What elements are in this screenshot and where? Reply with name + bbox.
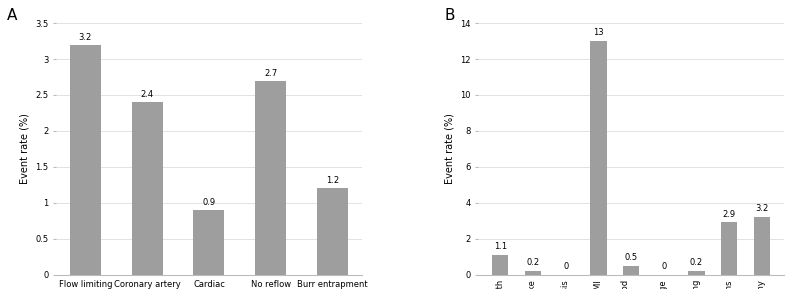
Text: 1.2: 1.2 bbox=[326, 177, 339, 186]
Bar bbox=[688, 271, 705, 275]
Text: 1.1: 1.1 bbox=[494, 242, 506, 251]
Text: 0.2: 0.2 bbox=[526, 258, 539, 267]
Bar bbox=[754, 217, 770, 275]
Text: 2.7: 2.7 bbox=[264, 69, 278, 78]
Text: 0.2: 0.2 bbox=[690, 258, 703, 267]
Bar bbox=[255, 81, 286, 275]
Text: 0.9: 0.9 bbox=[202, 198, 215, 207]
Text: B: B bbox=[445, 8, 455, 23]
Text: 0.5: 0.5 bbox=[625, 253, 638, 262]
Y-axis label: Event rate (%): Event rate (%) bbox=[445, 113, 454, 184]
Bar bbox=[492, 255, 508, 275]
Text: 0: 0 bbox=[661, 262, 666, 271]
Bar bbox=[132, 102, 162, 275]
Bar bbox=[721, 223, 738, 275]
Text: 2.4: 2.4 bbox=[141, 90, 154, 99]
Bar bbox=[317, 188, 348, 275]
Y-axis label: Event rate (%): Event rate (%) bbox=[19, 113, 30, 184]
Bar bbox=[623, 266, 639, 275]
Text: 0: 0 bbox=[563, 262, 568, 271]
Bar bbox=[70, 45, 101, 275]
Bar bbox=[194, 210, 224, 275]
Bar bbox=[525, 271, 541, 275]
Text: 3.2: 3.2 bbox=[78, 33, 92, 42]
Text: 2.9: 2.9 bbox=[722, 210, 736, 219]
Text: 13: 13 bbox=[593, 29, 604, 38]
Text: A: A bbox=[7, 8, 18, 23]
Text: 3.2: 3.2 bbox=[755, 205, 769, 214]
Bar bbox=[590, 41, 606, 275]
